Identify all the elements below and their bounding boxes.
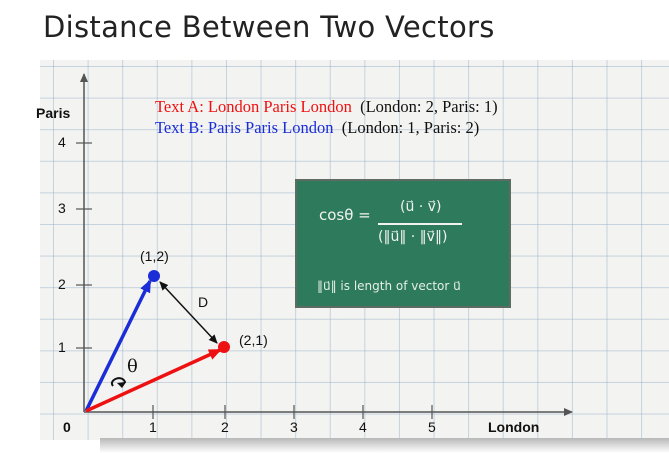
angle-label: θ [127,356,138,377]
legend-text-b: Text B: Paris Paris London (London: 1, P… [155,117,498,138]
angle-arc-arrowhead [117,382,126,388]
text-a-counts: (London: 2, Paris: 1) [360,97,498,116]
point-b-dot [148,270,160,282]
y-axis-title: Paris [36,105,70,121]
formula-chalkboard: cosθ = (u⃗ · v⃗) (‖u⃗‖ · ‖v⃗‖) ‖u⃗‖ is l… [295,179,511,308]
text-a-name: Text A: London Paris London [155,97,352,116]
point-a-dot [218,341,230,353]
x-tick-label: 4 [359,419,367,435]
formula-numerator: (u⃗ · v⃗) [400,199,442,215]
point-b-label: (1,2) [140,248,169,264]
angle-arc-icon [110,377,127,387]
page-title: Distance Between Two Vectors [43,10,495,44]
y-tick-label: 3 [58,200,66,216]
y-tick-label: 1 [58,339,66,355]
origin-label: 0 [63,419,71,435]
text-b-counts: (London: 1, Paris: 2) [341,118,480,137]
legend: Text A: London Paris London (London: 2, … [155,96,498,138]
y-tick-marks [76,142,92,349]
distance-label: D [198,294,208,310]
formula-denominator: (‖u⃗‖ · ‖v⃗‖) [378,229,448,245]
x-axis-title: London [488,419,539,435]
formula-note: ‖u⃗‖ is length of vector u⃗ [317,279,461,293]
fraction-bar [378,223,462,225]
distance-line [159,281,218,344]
paper-shadow [100,438,669,453]
text-b-name: Text B: Paris Paris London [155,118,334,137]
vector-b-arrow [84,279,152,412]
x-tick-marks [152,405,433,419]
y-tick-label: 4 [58,134,66,150]
x-tick-label: 3 [290,419,298,435]
legend-text-a: Text A: London Paris London (London: 2, … [155,96,498,117]
x-tick-label: 5 [428,419,436,435]
x-tick-label: 2 [221,419,229,435]
formula-lhs: cosθ = [319,206,371,224]
y-tick-label: 2 [58,276,66,292]
vector-a-arrow [85,348,222,413]
point-a-label: (2,1) [239,332,268,348]
x-tick-label: 1 [149,419,157,435]
